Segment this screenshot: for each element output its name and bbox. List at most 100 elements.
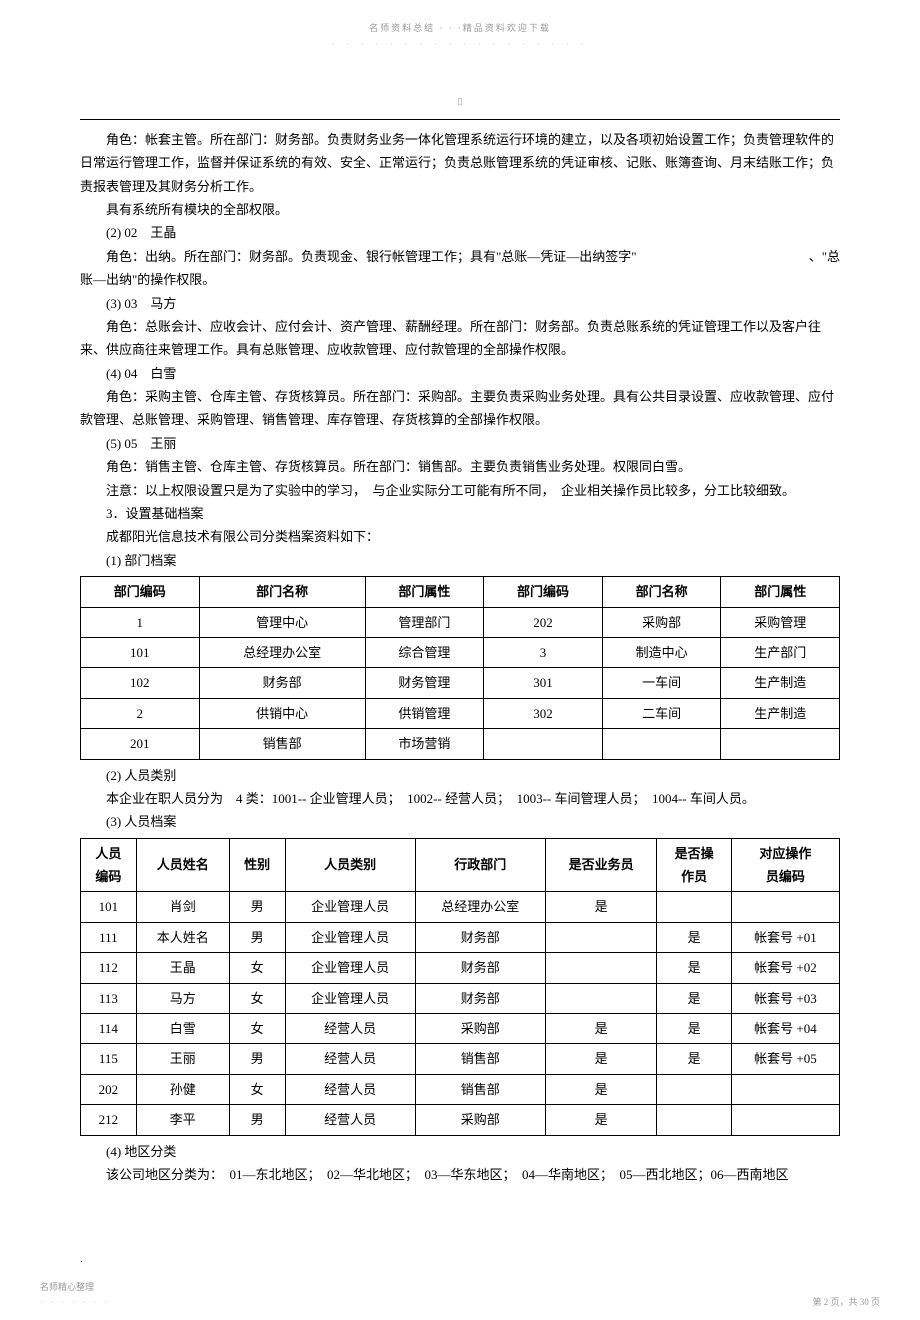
table-cell: 企业管理人员 [285,983,415,1013]
table-cell: 采购管理 [721,607,840,637]
table-cell: 供销中心 [199,698,365,728]
subheading: (3) 人员档案 [80,810,840,833]
table-cell: 男 [229,892,285,922]
table-row: 114白雪女经营人员采购部是是帐套号 +04 [81,1014,840,1044]
table-header: 是否操 作员 [657,838,731,892]
table-cell: 财务管理 [365,668,484,698]
paragraph: 本企业在职人员分为 4 类：1001-- 企业管理人员； 1002-- 经营人员… [80,787,840,810]
table-header: 人员姓名 [136,838,229,892]
heading-item: (4) 04 白雪 [80,362,840,385]
section-heading: 3．设置基础档案 [80,502,840,525]
heading-item: (3) 03 马方 [80,292,840,315]
table-cell: 二车间 [602,698,721,728]
paragraph-tail: 、"总 [809,245,840,268]
table-header: 部门名称 [602,577,721,607]
table-row: 113马方女企业管理人员财务部是帐套号 +03 [81,983,840,1013]
body-text: (4) 地区分类 该公司地区分类为： 01—东北地区； 02—华北地区； 03—… [80,1140,840,1187]
paragraph: 该公司地区分类为： 01—东北地区； 02—华北地区； 03—华东地区； 04—… [80,1163,840,1186]
table-cell [545,922,657,952]
table-cell: 帐套号 +01 [731,922,839,952]
paragraph: 角色：采购主管、仓库主管、存货核算员。所在部门：采购部。主要负责采购业务处理。具… [80,385,840,432]
table-row: 101总经理办公室综合管理3制造中心生产部门 [81,637,840,667]
table-cell: 总经理办公室 [199,637,365,667]
paragraph: 成都阳光信息技术有限公司分类档案资料如下： [80,525,840,548]
table-cell: 财务部 [415,983,545,1013]
table-cell: 2 [81,698,200,728]
table-cell: 114 [81,1014,137,1044]
table-cell [731,892,839,922]
table-cell [657,1105,731,1135]
table-row: 111本人姓名男企业管理人员财务部是帐套号 +01 [81,922,840,952]
table-cell: 生产制造 [721,698,840,728]
table-row: 2供销中心供销管理302二车间生产制造 [81,698,840,728]
table-cell: 女 [229,953,285,983]
table-cell: 采购部 [415,1014,545,1044]
header-line1: 对应操作 [738,842,833,865]
table-cell: 帐套号 +04 [731,1014,839,1044]
table-row: 102财务部财务管理301一车间生产制造 [81,668,840,698]
table-cell: 301 [484,668,603,698]
table-cell: 经营人员 [285,1044,415,1074]
header-small-mark: ▯ [80,93,840,109]
footer-left-text: 名师精心整理 [40,1279,110,1295]
table-cell: 男 [229,1044,285,1074]
table-row: 1管理中心管理部门202采购部采购管理 [81,607,840,637]
table-cell: 男 [229,1105,285,1135]
table-cell: 综合管理 [365,637,484,667]
table-cell: 102 [81,668,200,698]
footer-left: 名师精心整理 · · · · · · · [40,1279,110,1310]
table-cell: 生产部门 [721,637,840,667]
table-cell: 企业管理人员 [285,892,415,922]
table-cell: 销售部 [415,1044,545,1074]
table-cell: 财务部 [199,668,365,698]
table-cell: 财务部 [415,953,545,983]
table-cell: 供销管理 [365,698,484,728]
table-cell [721,729,840,759]
table-cell: 是 [657,953,731,983]
table-row: 112王晶女企业管理人员财务部是帐套号 +02 [81,953,840,983]
table-cell: 是 [545,1105,657,1135]
table-cell: 帐套号 +03 [731,983,839,1013]
table-cell: 总经理办公室 [415,892,545,922]
table-cell: 企业管理人员 [285,953,415,983]
table-cell: 制造中心 [602,637,721,667]
table-cell [545,983,657,1013]
subheading: (1) 部门档案 [80,549,840,572]
table-cell: 采购部 [602,607,721,637]
personnel-table: 人员 编码 人员姓名 性别 人员类别 行政部门 是否业务员 是否操 作员 对应操… [80,838,840,1136]
table-cell: 115 [81,1044,137,1074]
table-cell: 是 [657,1014,731,1044]
table-cell: 一车间 [602,668,721,698]
table-cell: 经营人员 [285,1105,415,1135]
table-cell [545,953,657,983]
table-header: 部门名称 [199,577,365,607]
header-line1: 人员 [87,842,130,865]
table-cell: 101 [81,637,200,667]
table-cell: 302 [484,698,603,728]
table-cell: 财务部 [415,922,545,952]
table-cell: 女 [229,1014,285,1044]
table-cell: 男 [229,922,285,952]
table-cell: 经营人员 [285,1014,415,1044]
paragraph: 具有系统所有模块的全部权限。 [80,198,840,221]
subheading: (2) 人员类别 [80,764,840,787]
table-cell: 201 [81,729,200,759]
table-cell: 是 [545,892,657,922]
table-cell [657,1074,731,1104]
table-cell: 202 [81,1074,137,1104]
table-header-row: 部门编码 部门名称 部门属性 部门编码 部门名称 部门属性 [81,577,840,607]
body-text: (2) 人员类别 本企业在职人员分为 4 类：1001-- 企业管理人员； 10… [80,764,840,834]
table-cell: 马方 [136,983,229,1013]
table-cell: 是 [545,1014,657,1044]
table-cell: 本人姓名 [136,922,229,952]
table-cell: 孙健 [136,1074,229,1104]
table-cell: 1 [81,607,200,637]
table-cell [731,1105,839,1135]
paragraph: 角色：帐套主管。所在部门：财务部。负责财务业务一体化管理系统运行环境的建立，以及… [80,128,840,198]
table-cell: 是 [657,983,731,1013]
table-cell: 白雪 [136,1014,229,1044]
table-cell: 李平 [136,1105,229,1135]
top-rule [80,119,840,120]
table-header: 人员 编码 [81,838,137,892]
table-cell: 113 [81,983,137,1013]
